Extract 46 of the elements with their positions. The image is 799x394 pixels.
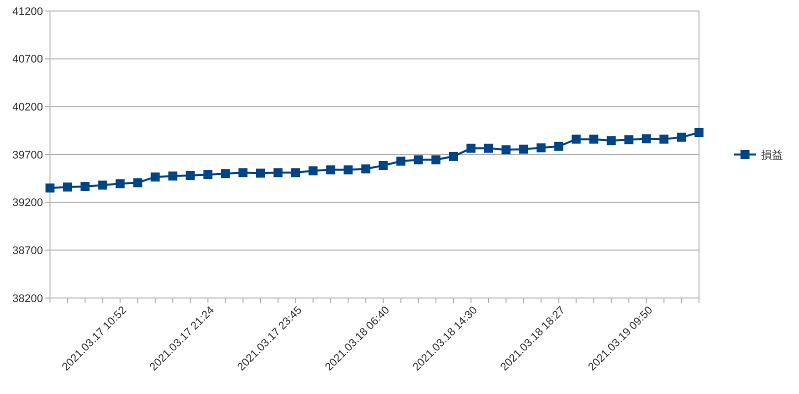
point: [361, 164, 370, 174]
point: [274, 168, 283, 178]
point: [396, 156, 406, 166]
point: [659, 134, 668, 144]
point: [98, 180, 108, 190]
point: [378, 161, 388, 170]
point: [186, 171, 195, 180]
point: [46, 183, 54, 192]
point: [326, 165, 336, 174]
y-tick-label: 39200: [12, 197, 43, 210]
point: [256, 168, 265, 178]
point: [431, 155, 440, 164]
y-tick-label: 38700: [12, 245, 43, 258]
y-tick-label: 41200: [12, 6, 43, 18]
point: [554, 142, 564, 151]
point: [150, 172, 160, 182]
y-tick-label: 39700: [12, 149, 43, 162]
point: [220, 169, 230, 178]
point: [624, 135, 634, 144]
point: [116, 179, 125, 188]
point: [466, 144, 476, 153]
y-tick-label: 38200: [12, 292, 43, 305]
point: [448, 152, 458, 161]
point: [203, 170, 212, 180]
point: [606, 136, 616, 146]
point: [168, 172, 178, 181]
point: [484, 144, 494, 153]
point: [308, 166, 318, 176]
legend-label: 損益: [761, 149, 783, 162]
point: [572, 134, 581, 144]
point: [519, 144, 528, 154]
point: [238, 168, 248, 178]
point: [536, 143, 546, 152]
point: [589, 134, 598, 144]
y-tick-label: 40700: [12, 54, 43, 66]
point: [344, 165, 353, 174]
point: [694, 128, 704, 137]
point: [63, 182, 72, 192]
point: [291, 168, 300, 178]
point: [80, 182, 90, 192]
y-tick-label: 40200: [12, 102, 43, 114]
point: [502, 145, 511, 154]
point: [676, 132, 686, 142]
point: [642, 134, 651, 144]
point: [414, 155, 423, 164]
point: [133, 178, 142, 188]
